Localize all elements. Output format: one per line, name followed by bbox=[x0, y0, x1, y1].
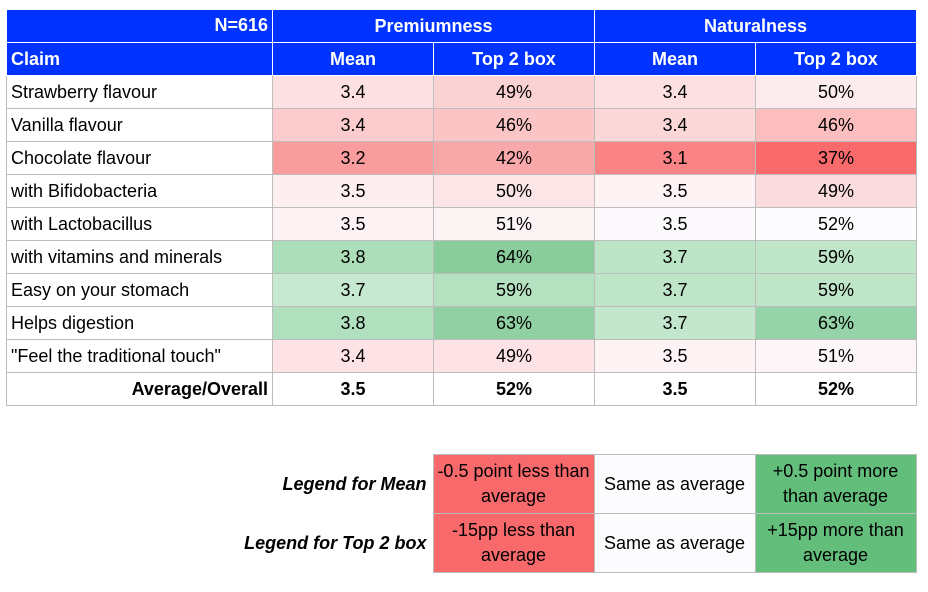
premiumness-mean-cell: 3.4 bbox=[272, 339, 434, 373]
claim-label: "Feel the traditional touch" bbox=[6, 339, 273, 373]
table-row: Vanilla flavour 3.4 46% 3.4 46% bbox=[6, 108, 917, 142]
premiumness-top2-cell: 42% bbox=[433, 141, 595, 175]
table-row: Strawberry flavour 3.4 49% 3.4 50% bbox=[6, 75, 917, 109]
premiumness-top2-cell: 50% bbox=[433, 174, 595, 208]
average-label: Average/Overall bbox=[6, 372, 273, 406]
claim-label: Chocolate flavour bbox=[6, 141, 273, 175]
naturalness-mean-cell: 3.7 bbox=[594, 306, 756, 340]
group-header-premiumness: Premiumness bbox=[272, 9, 595, 43]
table-row: with Lactobacillus 3.5 51% 3.5 52% bbox=[6, 207, 917, 241]
average-premiumness-mean-cell: 3.5 bbox=[272, 372, 434, 406]
premiumness-mean-cell: 3.4 bbox=[272, 75, 434, 109]
naturalness-mean-cell: 3.7 bbox=[594, 240, 756, 274]
premiumness-top2-cell: 51% bbox=[433, 207, 595, 241]
legend-high-swatch: +15pp more than average bbox=[754, 513, 917, 573]
sample-size: N=616 bbox=[6, 9, 273, 43]
table-row: Chocolate flavour 3.2 42% 3.1 37% bbox=[6, 141, 917, 175]
average-row: Average/Overall 3.5 52% 3.5 52% bbox=[6, 372, 917, 406]
naturalness-top2-cell: 59% bbox=[755, 240, 917, 274]
naturalness-top2-cell: 51% bbox=[755, 339, 917, 373]
naturalness-mean-cell: 3.5 bbox=[594, 174, 756, 208]
claim-label: with Lactobacillus bbox=[6, 207, 273, 241]
group-header-naturalness: Naturalness bbox=[594, 9, 917, 43]
column-header-row: Claim Mean Top 2 box Mean Top 2 box bbox=[6, 42, 917, 76]
legend-row-mean: Legend for Mean -0.5 point less than ave… bbox=[6, 454, 917, 514]
legend-label-top2: Legend for Top 2 box bbox=[244, 532, 427, 553]
claim-label: with Bifidobacteria bbox=[6, 174, 273, 208]
column-header-naturalness-mean: Mean bbox=[594, 42, 756, 76]
table-row: with Bifidobacteria 3.5 50% 3.5 49% bbox=[6, 174, 917, 208]
premiumness-mean-cell: 3.8 bbox=[272, 306, 434, 340]
naturalness-top2-cell: 37% bbox=[755, 141, 917, 175]
claim-label: with vitamins and minerals bbox=[6, 240, 273, 274]
column-header-premiumness-top2: Top 2 box bbox=[433, 42, 595, 76]
premiumness-mean-cell: 3.4 bbox=[272, 108, 434, 142]
column-header-claim: Claim bbox=[6, 42, 273, 76]
naturalness-top2-cell: 50% bbox=[755, 75, 917, 109]
heatmap-table: N=616 Premiumness Naturalness Claim Mean… bbox=[6, 9, 917, 406]
naturalness-mean-cell: 3.5 bbox=[594, 207, 756, 241]
color-legend: Legend for Mean -0.5 point less than ave… bbox=[6, 454, 917, 573]
claim-label: Helps digestion bbox=[6, 306, 273, 340]
table-row: Helps digestion 3.8 63% 3.7 63% bbox=[6, 306, 917, 340]
average-premiumness-top2-cell: 52% bbox=[433, 372, 595, 406]
premiumness-top2-cell: 49% bbox=[433, 339, 595, 373]
claim-label: Easy on your stomach bbox=[6, 273, 273, 307]
premiumness-top2-cell: 63% bbox=[433, 306, 595, 340]
average-naturalness-mean-cell: 3.5 bbox=[594, 372, 756, 406]
claim-label: Vanilla flavour bbox=[6, 108, 273, 142]
naturalness-mean-cell: 3.7 bbox=[594, 273, 756, 307]
premiumness-top2-cell: 46% bbox=[433, 108, 595, 142]
naturalness-top2-cell: 59% bbox=[755, 273, 917, 307]
premiumness-mean-cell: 3.2 bbox=[272, 141, 434, 175]
legend-same-swatch: Same as average bbox=[593, 454, 756, 514]
premiumness-mean-cell: 3.7 bbox=[272, 273, 434, 307]
table-row: "Feel the traditional touch" 3.4 49% 3.5 51% bbox=[6, 339, 917, 373]
premiumness-mean-cell: 3.5 bbox=[272, 207, 434, 241]
naturalness-mean-cell: 3.4 bbox=[594, 75, 756, 109]
naturalness-mean-cell: 3.4 bbox=[594, 108, 756, 142]
table-row: with vitamins and minerals 3.8 64% 3.7 59% bbox=[6, 240, 917, 274]
naturalness-mean-cell: 3.5 bbox=[594, 339, 756, 373]
premiumness-top2-cell: 64% bbox=[433, 240, 595, 274]
premiumness-mean-cell: 3.8 bbox=[272, 240, 434, 274]
naturalness-top2-cell: 63% bbox=[755, 306, 917, 340]
naturalness-top2-cell: 52% bbox=[755, 207, 917, 241]
premiumness-top2-cell: 49% bbox=[433, 75, 595, 109]
legend-label-mean: Legend for Mean bbox=[282, 473, 427, 494]
column-header-premiumness-mean: Mean bbox=[272, 42, 434, 76]
legend-row-top2: Legend for Top 2 box -15pp less than ave… bbox=[6, 513, 917, 573]
naturalness-top2-cell: 46% bbox=[755, 108, 917, 142]
premiumness-mean-cell: 3.5 bbox=[272, 174, 434, 208]
naturalness-mean-cell: 3.1 bbox=[594, 141, 756, 175]
group-header-row: N=616 Premiumness Naturalness bbox=[6, 9, 917, 43]
table-row: Easy on your stomach 3.7 59% 3.7 59% bbox=[6, 273, 917, 307]
legend-same-swatch: Same as average bbox=[593, 513, 756, 573]
legend-high-swatch: +0.5 point more than average bbox=[754, 454, 917, 514]
premiumness-top2-cell: 59% bbox=[433, 273, 595, 307]
naturalness-top2-cell: 49% bbox=[755, 174, 917, 208]
average-naturalness-top2-cell: 52% bbox=[755, 372, 917, 406]
legend-low-swatch: -0.5 point less than average bbox=[432, 454, 595, 514]
claim-label: Strawberry flavour bbox=[6, 75, 273, 109]
column-header-naturalness-top2: Top 2 box bbox=[755, 42, 917, 76]
legend-low-swatch: -15pp less than average bbox=[432, 513, 595, 573]
